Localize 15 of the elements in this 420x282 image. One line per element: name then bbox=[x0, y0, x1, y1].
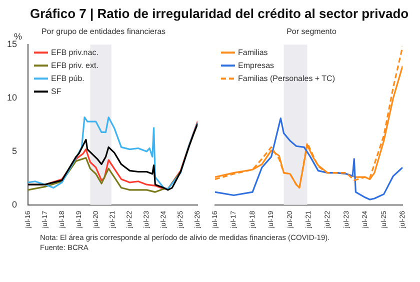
y-axis-title: % bbox=[14, 32, 22, 42]
chart-subtitle: Por grupo de entidades financieras bbox=[41, 27, 166, 36]
legend-label: SF bbox=[51, 86, 62, 96]
y-tick-label: 15 bbox=[6, 39, 18, 50]
y-tick-label: 5 bbox=[12, 146, 18, 156]
legend-label: EFB priv.nac. bbox=[51, 48, 98, 57]
chart-title: Gráfico 7 | Ratio de irregularidad del crédito al sector privado bbox=[29, 5, 410, 23]
y-tick-label: 0 bbox=[12, 199, 18, 210]
legend-label: Familias bbox=[238, 48, 268, 57]
legend-label: Familias (Personales + TC) bbox=[238, 74, 336, 83]
y-tick-label: 10 bbox=[6, 92, 18, 103]
chart-subtitle: Por segmento bbox=[286, 27, 337, 36]
legend-label: EFB púb. bbox=[51, 74, 84, 83]
legend-label: Empresas bbox=[238, 60, 274, 70]
legend-label: EFB priv. ext. bbox=[51, 60, 98, 70]
